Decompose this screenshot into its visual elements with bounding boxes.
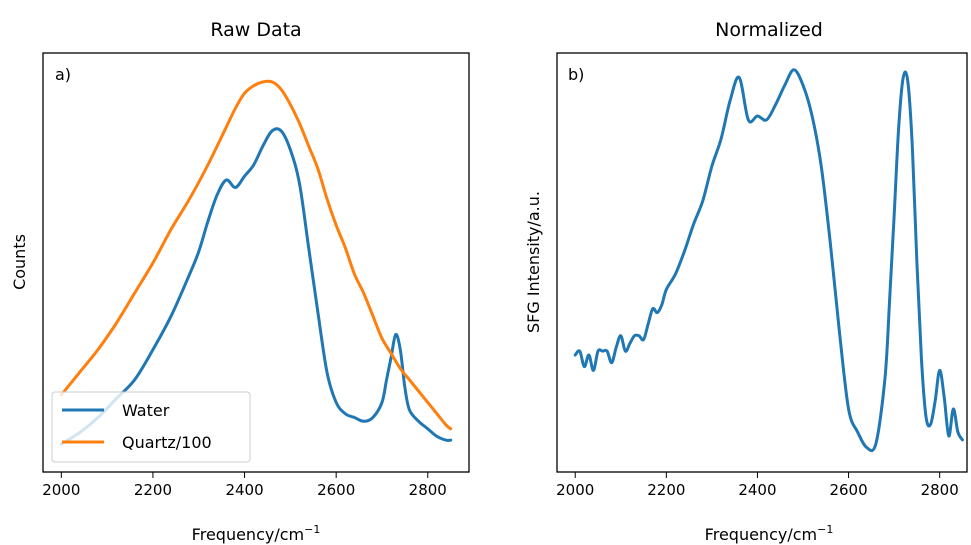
x-tick-label-2: 2400: [225, 481, 263, 499]
raw-data-panel-label: a): [55, 65, 71, 84]
x-tick-label-3: 2600: [829, 481, 867, 499]
raw-data-ylabel: Counts: [10, 234, 29, 290]
series-line-quartz-100: [59, 79, 453, 431]
x-tick-label-3: 2600: [317, 481, 355, 499]
normalized-ylabel: SFG Intensity/a.u.: [524, 191, 543, 333]
x-tick-label-2: 2400: [738, 481, 776, 499]
series-line-water: [59, 127, 453, 446]
x-tick-label-0: 2000: [42, 481, 80, 499]
raw-data-lines: [59, 79, 453, 446]
normalized-title: Normalized: [715, 19, 823, 41]
normalized-frame: [556, 52, 968, 473]
legend-label-0: Water: [122, 401, 170, 420]
x-tick-label-0: 2000: [556, 481, 594, 499]
raw-data-panel: Raw Data Counts Frequency/cm−1 2000 2200 2…: [10, 19, 470, 544]
legend-label-1: Quartz/100: [122, 433, 212, 452]
series-line-0: [573, 68, 964, 453]
x-tick-label-1: 2200: [134, 481, 172, 499]
raw-data-xlabel-main: Frequency/cm: [192, 525, 304, 544]
normalized-ticks: 2000 2200 2400 2600 2800: [556, 472, 959, 499]
raw-data-title: Raw Data: [210, 19, 301, 41]
raw-data-ticks: 2000 2200 2400 2600 2800: [42, 472, 447, 499]
raw-data-xlabel: Frequency/cm−1: [192, 523, 321, 544]
raw-data-legend: Water Quartz/100: [51, 391, 251, 463]
x-tick-label-4: 2800: [409, 481, 447, 499]
normalized-xlabel-main: Frequency/cm: [705, 525, 817, 544]
normalized-xlabel: Frequency/cm−1: [705, 523, 834, 544]
x-tick-label-1: 2200: [647, 481, 685, 499]
raw-data-frame: [42, 52, 470, 473]
normalized-lines: [573, 68, 964, 453]
x-tick-label-4: 2800: [921, 481, 959, 499]
normalized-xlabel-sup: −1: [817, 523, 833, 536]
raw-data-xlabel-sup: −1: [304, 523, 320, 536]
normalized-panel-label: b): [568, 65, 584, 84]
normalized-panel: Normalized SFG Intensity/a.u. Frequency/…: [524, 19, 968, 544]
